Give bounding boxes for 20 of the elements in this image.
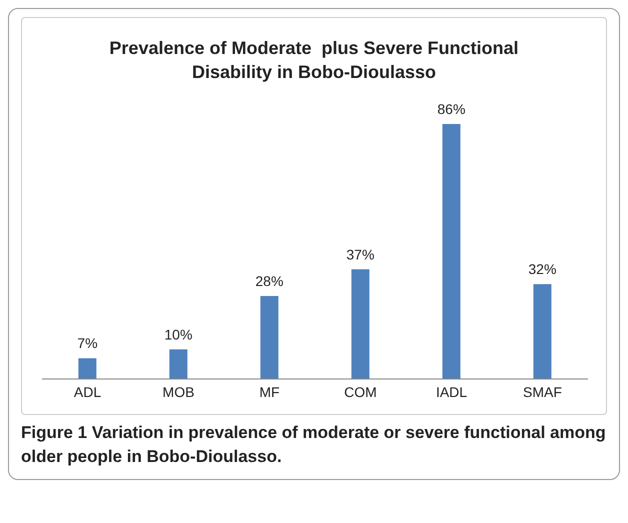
chart-title: Prevalence of Moderate plus Severe Functional Disability in Bobo-Dioulasso xyxy=(108,37,520,84)
data-label: 37% xyxy=(346,246,374,262)
x-tick-label: SMAF xyxy=(523,384,562,400)
data-label: 32% xyxy=(528,261,556,278)
caption: Figure 1 Variation in prevalence of moderate or severe functional among older people in Bobo-Dioulasso. xyxy=(20,422,607,468)
bar xyxy=(78,358,96,379)
bar xyxy=(442,124,460,379)
x-tick-label: COM xyxy=(344,384,377,400)
x-tick-label: MOB xyxy=(162,384,194,400)
bar xyxy=(169,349,188,379)
x-tick-label: ADL xyxy=(74,384,102,400)
x-tick-label: IADL xyxy=(436,384,468,400)
data-label: 28% xyxy=(255,272,284,289)
x-tick-label: MF xyxy=(259,384,280,400)
data-label: 10% xyxy=(164,326,192,342)
bar xyxy=(260,296,278,379)
bar xyxy=(533,284,552,379)
bar xyxy=(351,269,370,379)
data-label: 86% xyxy=(437,101,466,117)
data-label: 7% xyxy=(77,335,98,352)
